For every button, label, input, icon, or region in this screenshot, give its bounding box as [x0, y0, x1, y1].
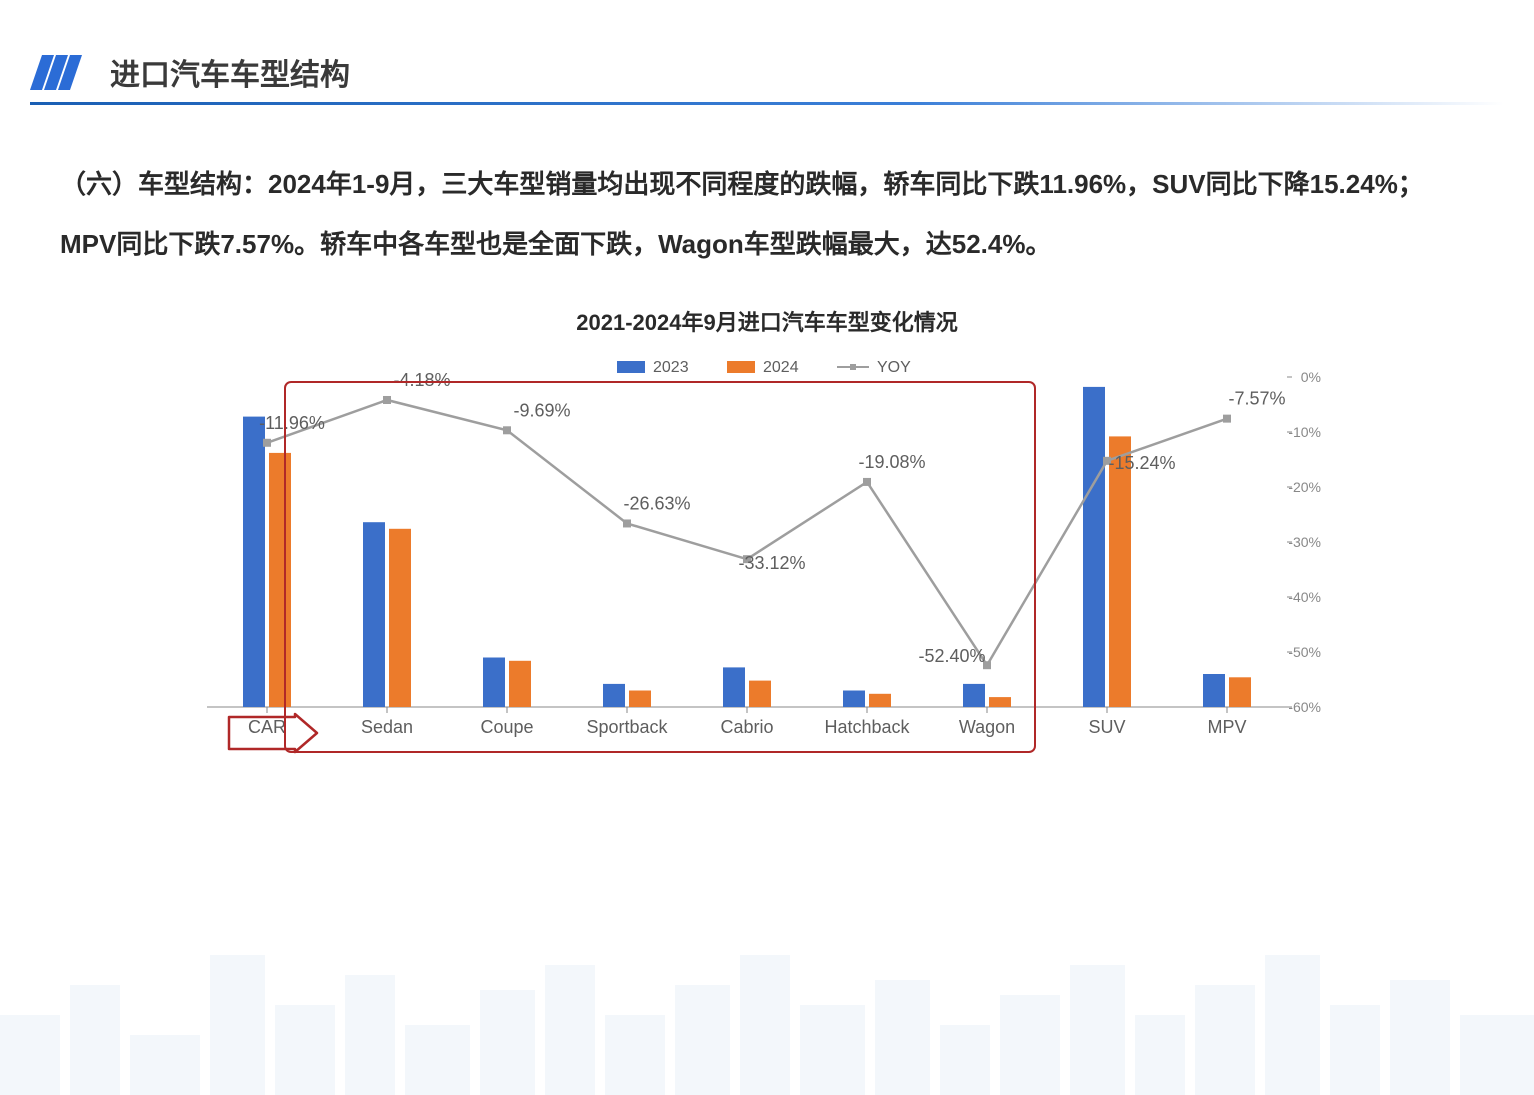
bar-2024 — [1109, 436, 1131, 707]
bar-2024 — [509, 660, 531, 706]
category-label: Sportback — [586, 717, 668, 737]
y2-tick-label: -50% — [1288, 644, 1321, 660]
legend-swatch — [617, 361, 645, 373]
y2-tick-label: -40% — [1288, 589, 1321, 605]
bar-2024 — [749, 680, 771, 706]
header-slashes-icon — [30, 55, 90, 90]
category-label: Hatchback — [824, 717, 910, 737]
bar-2024 — [1229, 677, 1251, 707]
header-title: 进口汽车车型结构 — [110, 50, 350, 94]
yoy-value-label: -15.24% — [1108, 452, 1175, 472]
bar-2024 — [389, 528, 411, 706]
page-header: 进口汽车车型结构 — [0, 0, 1534, 94]
bar-2023 — [363, 522, 385, 707]
yoy-value-label: -52.40% — [918, 646, 985, 666]
category-label: CAR — [248, 717, 286, 737]
category-label: MPV — [1207, 717, 1246, 737]
bar-2023 — [243, 416, 265, 706]
background-silhouette — [0, 895, 1534, 1095]
y2-tick-label: -20% — [1288, 479, 1321, 495]
bar-2024 — [629, 690, 651, 707]
y2-tick-label: -30% — [1288, 534, 1321, 550]
yoy-value-label: -19.08% — [858, 452, 925, 472]
bar-2024 — [269, 452, 291, 706]
yoy-marker — [263, 438, 271, 446]
yoy-value-label: -4.18% — [393, 370, 450, 390]
yoy-value-label: -7.57% — [1228, 388, 1285, 408]
legend-label: 2024 — [763, 359, 799, 376]
yoy-marker — [383, 396, 391, 404]
body-paragraph: （六）车型结构：2024年1-9月，三大车型销量均出现不同程度的跌幅，轿车同比下… — [60, 155, 1474, 275]
yoy-marker — [503, 426, 511, 434]
yoy-value-label: -11.96% — [259, 412, 325, 432]
legend-label: 2023 — [653, 359, 689, 376]
legend-label: YOY — [877, 359, 911, 376]
bar-2023 — [723, 667, 745, 707]
legend-swatch — [727, 361, 755, 373]
bar-2023 — [483, 657, 505, 707]
bar-2023 — [603, 683, 625, 706]
category-label: Wagon — [959, 717, 1015, 737]
chart-title: 2021-2024年9月进口汽车车型变化情况 — [0, 305, 1534, 337]
y2-tick-label: -10% — [1288, 424, 1321, 440]
category-label: SUV — [1088, 717, 1125, 737]
bar-2023 — [843, 690, 865, 707]
yoy-marker — [863, 478, 871, 486]
chart-container: 2023 2024 YOY CAR Sedan Coupe Sportback Cabrio H… — [167, 357, 1367, 772]
category-label: Coupe — [480, 717, 533, 737]
bar-2023 — [1083, 386, 1105, 706]
yoy-marker — [1223, 414, 1231, 422]
yoy-value-label: -33.12% — [738, 553, 805, 573]
bar-2023 — [1203, 674, 1225, 707]
bar-2024 — [869, 693, 891, 706]
bar-2023 — [963, 683, 985, 706]
header-underline — [30, 102, 1504, 105]
y2-tick-label: -60% — [1288, 699, 1321, 715]
yoy-marker — [623, 519, 631, 527]
bar-2024 — [989, 697, 1011, 707]
category-label: Sedan — [361, 717, 413, 737]
yoy-value-label: -9.69% — [513, 400, 570, 420]
category-label: Cabrio — [720, 717, 773, 737]
yoy-value-label: -26.63% — [623, 493, 690, 513]
y2-tick-label: 0% — [1301, 369, 1321, 385]
combo-chart: 2023 2024 YOY CAR Sedan Coupe Sportback Cabrio H… — [167, 357, 1367, 767]
